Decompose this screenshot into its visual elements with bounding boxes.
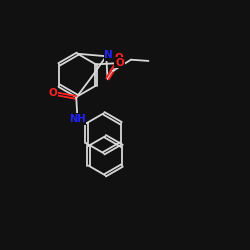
Text: O: O	[49, 88, 58, 98]
Text: O: O	[115, 58, 124, 68]
Text: O: O	[114, 52, 123, 62]
Text: NH: NH	[69, 114, 85, 124]
Text: N: N	[104, 50, 113, 60]
